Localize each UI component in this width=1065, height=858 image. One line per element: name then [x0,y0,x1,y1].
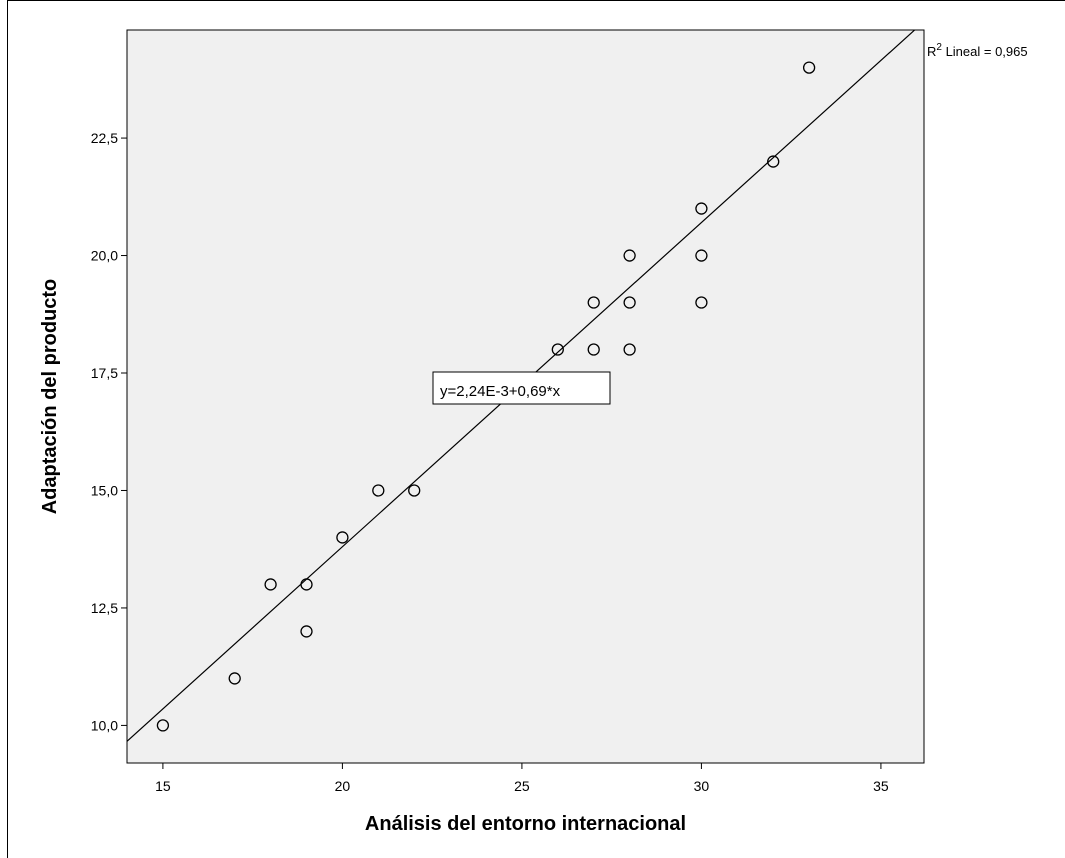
data-point-13 [623,343,636,356]
y-tick-label: 22,5 [91,130,118,146]
x-tick-label: 20 [335,778,351,794]
data-point-15 [695,249,708,262]
y-tick-label: 20,0 [91,248,118,264]
equation-label: y=2,24E-3+0,69*x [440,383,561,400]
plot-border [126,29,925,764]
data-point-11 [623,249,636,262]
data-point-9 [587,296,600,309]
equation-label-box: y=2,24E-3+0,69*x [432,371,611,405]
data-point-12 [623,296,636,309]
y-axis-title: Adaptación del producto [39,279,61,515]
x-tick-label: 35 [873,778,889,794]
x-axis-title: Análisis del entorno internacional [365,813,686,835]
x-tick-label: 15 [155,778,171,794]
data-point-14 [695,202,708,215]
points-group [156,61,816,732]
data-point-10 [587,343,600,356]
data-point-6 [372,484,385,497]
r-squared-suffix: Lineal = 0,965 [942,44,1028,59]
data-point-16 [695,296,708,309]
y-axis: 10,0 12,5 15,0 17,5 20,0 22,5 [91,130,127,733]
data-point-7 [408,484,421,497]
r-squared-label: R2 Lineal = 0,965 [927,42,1028,59]
y-tick-label: 17,5 [91,365,118,381]
data-point-1 [228,672,241,685]
data-point-4 [300,625,313,638]
x-tick-label: 25 [514,778,530,794]
y-tick-label: 15,0 [91,482,118,498]
x-tick-label: 30 [694,778,710,794]
r-squared-superscript: 2 [936,42,942,53]
chart-frame [7,0,1065,858]
data-point-17 [767,155,780,168]
data-point-2 [264,578,277,591]
data-point-18 [802,61,816,74]
y-tick-label: 10,0 [91,717,118,733]
data-point-0 [156,719,170,732]
r-squared-prefix: R [927,44,936,59]
data-point-3 [300,578,313,591]
x-axis: 15 20 25 30 35 [155,763,889,794]
equation-box [432,371,611,405]
data-point-8 [551,343,564,356]
y-tick-label: 12,5 [91,600,118,616]
data-point-5 [336,531,349,544]
